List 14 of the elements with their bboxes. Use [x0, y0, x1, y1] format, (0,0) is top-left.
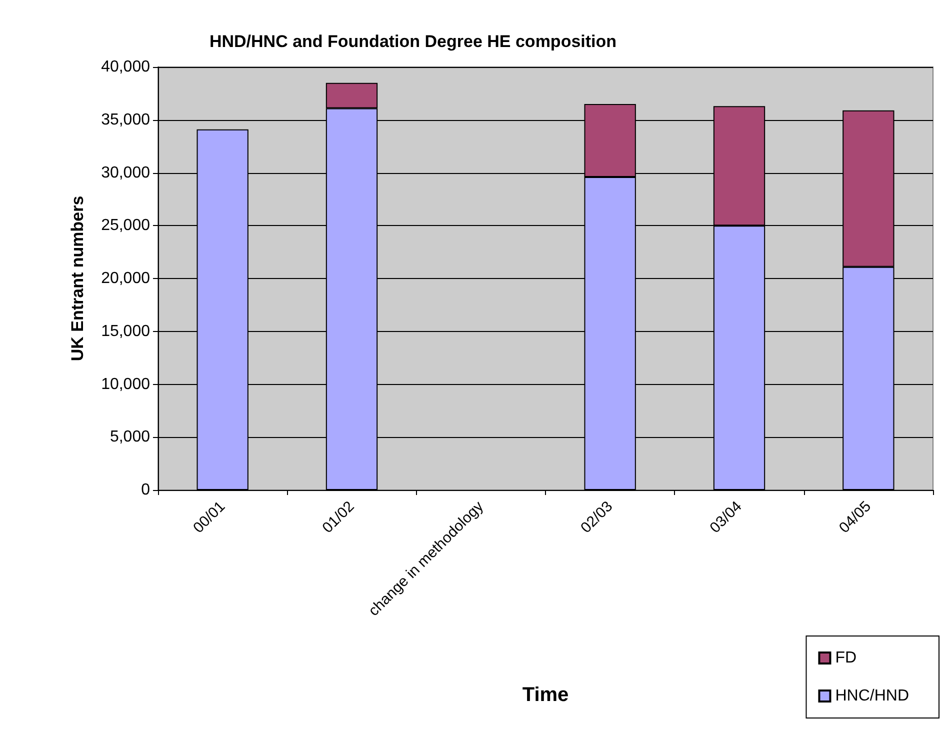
chart-title: HND/HNC and Foundation Degree HE composition: [209, 32, 617, 51]
y-tick-label: 10,000: [101, 376, 150, 393]
y-tick-label: 25,000: [101, 217, 150, 234]
y-tick-label: 0: [141, 482, 150, 498]
y-tick-label: 30,000: [101, 164, 150, 182]
y-tick-label: 5,000: [110, 428, 150, 446]
legend-label: HNC/HND: [835, 688, 910, 704]
legend-label: FD: [835, 650, 857, 666]
y-tick-label: 35,000: [101, 111, 150, 128]
x-axis-title: Time: [522, 684, 569, 706]
y-tick-label: 15,000: [101, 322, 150, 340]
y-tick-label: 20,000: [101, 270, 150, 287]
y-tick-label: 40,000: [101, 58, 150, 76]
y-axis-title: UK Entrant numbers: [68, 196, 87, 362]
